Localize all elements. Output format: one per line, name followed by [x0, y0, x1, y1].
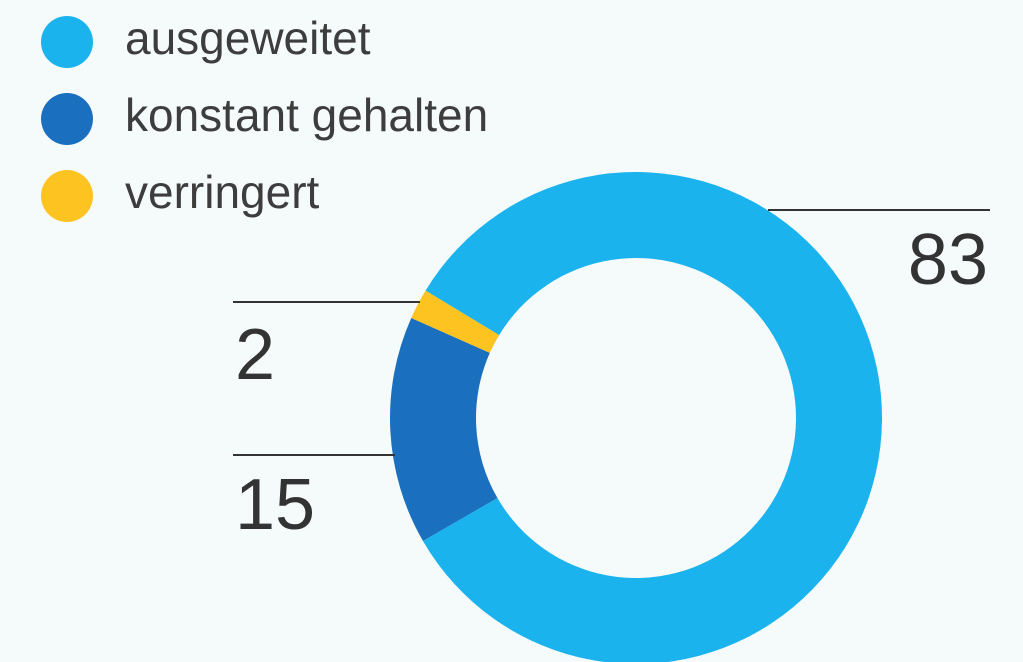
data-label: 2: [235, 315, 275, 395]
data-label: 83: [908, 220, 988, 300]
legend-swatch: [41, 16, 93, 68]
donut-segment: [411, 290, 500, 353]
donut-segment: [422, 172, 882, 662]
legend-swatch: [41, 170, 93, 222]
legend-label: konstant gehalten: [125, 89, 488, 141]
data-label: 15: [235, 465, 315, 545]
legend-label: verringert: [125, 166, 320, 218]
donut-segment: [389, 317, 498, 541]
legend-label: ausgeweitet: [125, 12, 371, 64]
legend-swatch: [41, 93, 93, 145]
